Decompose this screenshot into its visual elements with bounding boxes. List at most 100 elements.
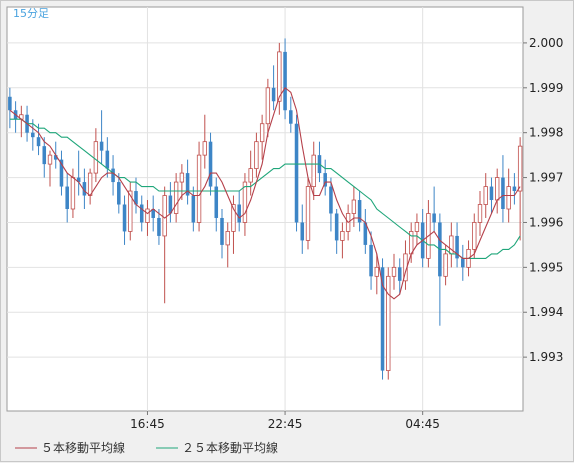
candle-body [134,191,138,205]
candle-body [477,204,483,223]
legend-label-ma25: ２５本移動平均線 [182,440,278,455]
candle [517,137,523,241]
candle-body [117,182,121,205]
candle [277,42,282,115]
candles [8,38,523,380]
candle [432,186,436,232]
candle-body [42,146,47,165]
candle [259,114,265,160]
candle-body [162,195,167,237]
candle-body [105,150,110,169]
x-tick-label: 04:45 [405,417,440,431]
candle [191,186,196,232]
candle [369,231,373,290]
candle [334,209,339,254]
candle [225,222,230,268]
candle-body [36,137,41,147]
candle-body [323,173,327,187]
legend-label-ma5: ５本移動平均線 [41,440,125,455]
candle [294,114,299,232]
candle [42,137,47,178]
candle-body [311,154,316,187]
candle-body [47,154,53,165]
candle [99,110,104,165]
candle-body [397,267,402,281]
candle-body [414,222,420,232]
candle-body [59,159,64,187]
candle-body [329,186,333,214]
candle-body [271,87,276,102]
candle-body [443,253,448,277]
y-tick-label: 1.996 [529,215,563,229]
plot-area [6,6,524,412]
candle-body [455,235,459,259]
candle-body [93,141,99,174]
candle-body [277,51,282,102]
candle-body [305,186,311,241]
candle [512,173,517,205]
candle [82,168,87,209]
candle [357,191,362,232]
x-tick-label: 22:45 [268,417,303,431]
candle [300,204,305,254]
candle-body [168,195,173,214]
y-tick-label: 1.997 [529,171,563,185]
candle [323,159,327,196]
candle-body [157,217,161,236]
candle-body [99,141,104,151]
candle-body [185,173,190,196]
candle-body [151,209,155,218]
candle-body [506,186,511,210]
candle [151,195,155,232]
candle-body [254,141,259,170]
candle-body [248,168,253,183]
y-tick-label: 1.995 [529,260,563,274]
ma25-line [9,118,521,259]
candle-body [191,195,196,223]
y-tick-label: 1.999 [529,81,563,95]
candle-body [173,181,179,214]
candle [196,141,202,232]
candle [414,213,420,245]
candle [254,132,259,178]
candle-body [386,275,391,372]
candle-body [265,87,271,125]
candle-body [294,123,299,223]
candle [93,128,99,183]
candle [271,65,276,111]
candle [265,78,271,138]
candle-body [472,222,477,250]
candle [162,186,167,304]
candle [242,173,248,236]
candle [208,132,213,196]
candle [134,177,138,214]
candle-body [208,141,213,187]
candle [391,253,397,290]
candle-body [391,266,397,277]
candle-body [512,186,517,192]
candle [374,253,379,295]
candle [8,87,12,129]
candle [145,200,150,236]
candle-body [369,244,373,277]
candle [139,195,144,232]
candle [380,258,385,380]
candle-body [179,172,185,183]
candle-body [283,51,287,111]
candle-body [220,217,224,245]
candle [47,150,53,187]
candle [455,222,459,268]
y-tick-label: 1.998 [529,126,563,140]
candle [117,173,121,214]
y-tick-label: 2.000 [529,36,563,50]
candle [386,267,391,380]
candle-body [122,204,127,232]
candle [237,191,241,232]
candle [248,150,253,196]
candle [483,173,488,218]
x-axis-ticks: 16:45 22:45 04:45 [130,411,440,431]
candle [111,155,115,196]
candle [214,177,219,232]
candle-body [196,154,202,223]
